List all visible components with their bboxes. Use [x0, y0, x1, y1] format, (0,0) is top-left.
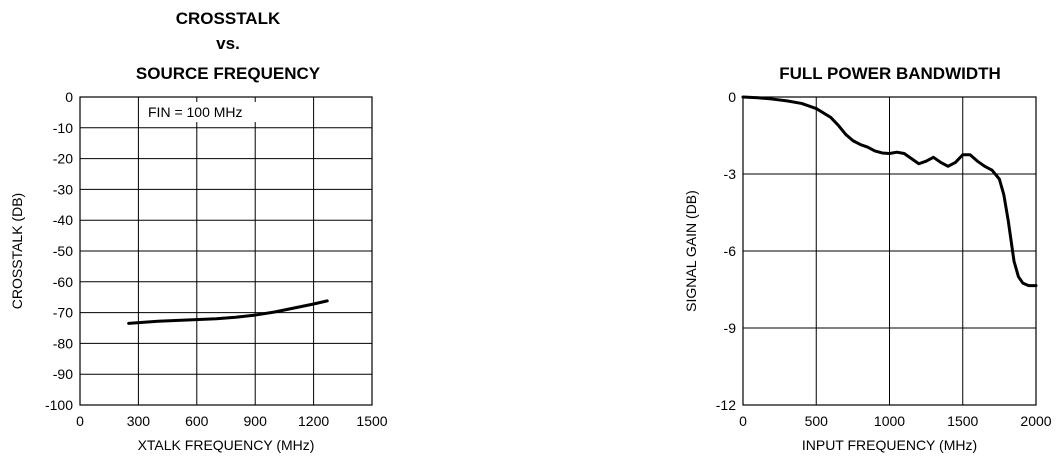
y-tick-label: -70: [53, 305, 73, 321]
series-line: [127, 299, 329, 325]
y-tick-label: -3: [724, 166, 737, 182]
y-tick-label: -60: [53, 274, 73, 290]
y-tick-label: -30: [53, 181, 73, 197]
y-tick-label: -9: [724, 320, 737, 336]
y-tick-label: -50: [53, 243, 73, 259]
chart-annotation: FIN = 100 MHz: [148, 104, 243, 120]
chart-title-line: CROSSTALK: [176, 9, 281, 28]
crosstalk-chart: CROSSTALK vs. SOURCE FREQUENCY 0 -10 -20 -30 -4…: [9, 9, 388, 453]
x-tick-label: 1500: [356, 413, 387, 429]
y-tick-label: 0: [728, 89, 736, 105]
y-tick-label: -80: [53, 335, 73, 351]
y-tick-label: -10: [53, 120, 73, 136]
plot-frame: [742, 96, 1037, 406]
chart-title-line: vs.: [216, 34, 240, 53]
chart-title-line: FULL POWER BANDWIDTH: [779, 64, 1001, 83]
y-tick-label: -90: [53, 366, 73, 382]
x-tick-label: 300: [127, 413, 151, 429]
chart-title-line: SOURCE FREQUENCY: [136, 64, 321, 83]
x-tick-label: 0: [739, 413, 747, 429]
y-tick-label: -20: [53, 151, 73, 167]
x-tick-label: 500: [805, 413, 829, 429]
y-axis-label: CROSSTALK (DB): [9, 193, 25, 309]
y-tick-label: -6: [724, 243, 737, 259]
x-tick-label: 900: [244, 413, 268, 429]
x-tick-label: 1200: [298, 413, 329, 429]
x-tick-label: 2000: [1020, 413, 1051, 429]
y-tick-label: -100: [45, 397, 73, 413]
y-axis-label: SIGNAL GAIN (DB): [683, 190, 699, 312]
x-axis-label: INPUT FREQUENCY (MHz): [802, 437, 977, 453]
x-axis-label: XTALK FREQUENCY (MHz): [138, 437, 315, 453]
x-tick-label: 1500: [947, 413, 978, 429]
y-tick-label: 0: [65, 89, 73, 105]
x-tick-label: 0: [76, 413, 84, 429]
annotation-background: [145, 102, 273, 122]
series-line: [741, 95, 1038, 288]
y-tick-label: -40: [53, 212, 73, 228]
plot-frame: [79, 96, 373, 406]
x-tick-label: 1000: [874, 413, 905, 429]
x-tick-label: 600: [185, 413, 209, 429]
y-tick-label: -12: [716, 397, 736, 413]
